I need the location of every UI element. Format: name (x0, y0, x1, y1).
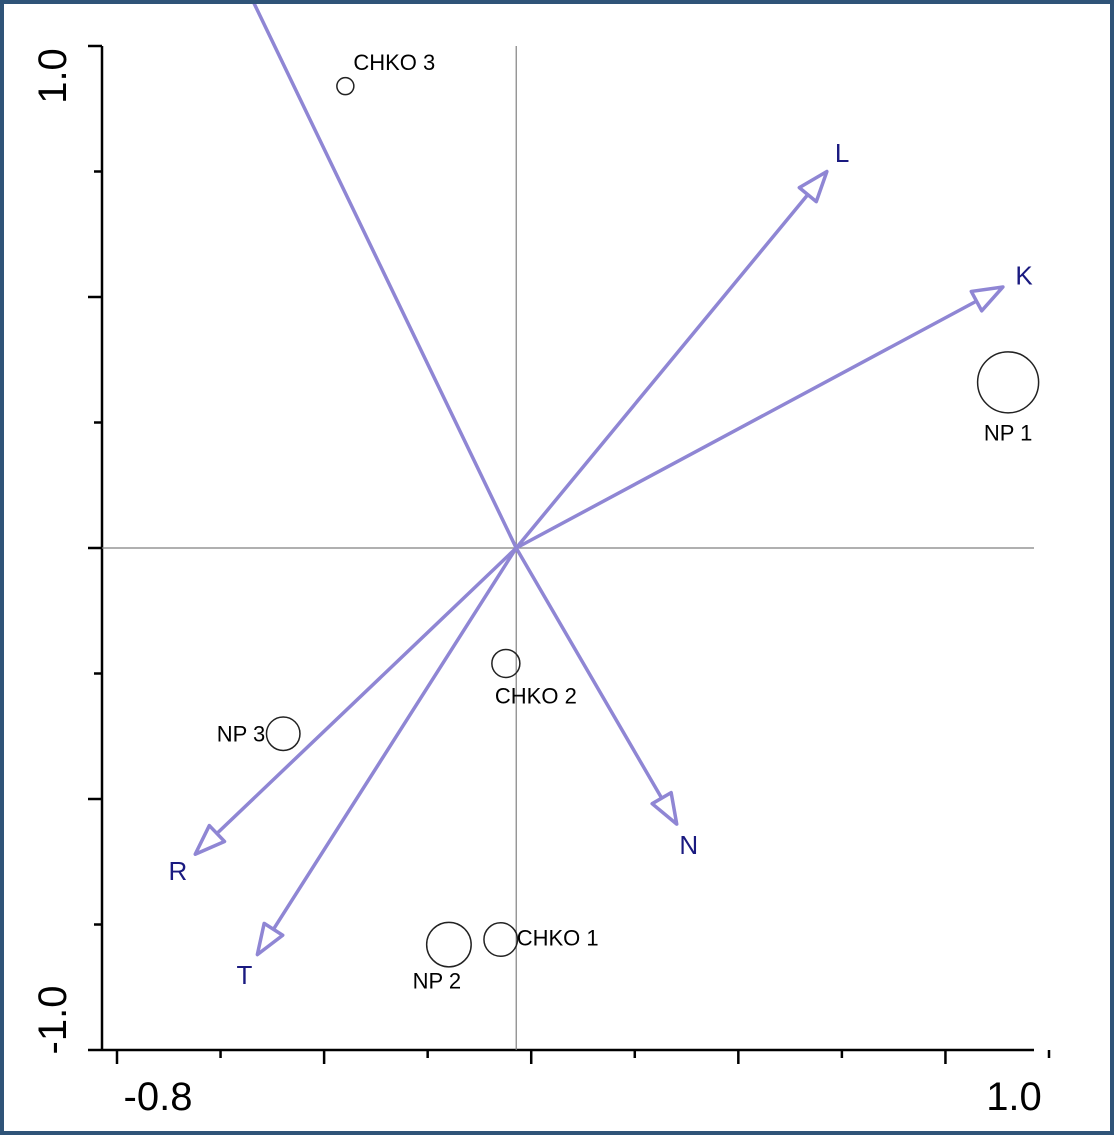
arrow-shaft-r (215, 546, 518, 836)
x-tick-label-min: -0.8 (124, 1075, 193, 1119)
arrow-shaft-t (271, 546, 518, 932)
site-point-chko-2 (491, 648, 521, 679)
site-point-np-1 (976, 351, 1040, 414)
arrow-head-r (193, 823, 227, 856)
arrow-r (193, 546, 518, 856)
y-tick-label-max: 1.0 (31, 48, 75, 104)
site-label-np-1: NP 1 (984, 420, 1033, 445)
arrow-shaft-k (514, 299, 979, 550)
arrow-shaft-f (252, 4, 518, 550)
site-point-np-2 (425, 921, 472, 968)
arrow-n (514, 546, 679, 826)
x-tick-label-max: 1.0 (986, 1075, 1042, 1119)
arrow-shaft-n (514, 546, 664, 800)
y-tick-label-min: -1.0 (31, 986, 75, 1055)
arrow-label-k: K (1015, 261, 1033, 291)
arrow-t (255, 546, 518, 957)
site-label-chko-2: CHKO 2 (495, 683, 577, 708)
site-label-np-3: NP 3 (217, 722, 266, 747)
arrow-head-k (969, 285, 1005, 313)
site-label-chko-3: CHKO 3 (353, 50, 435, 75)
arrow-head-t (255, 921, 285, 957)
arrow-label-r: R (168, 856, 187, 886)
arrow-k (514, 285, 1005, 550)
site-point-np-3 (265, 716, 301, 752)
site-point-chko-3 (336, 76, 355, 96)
arrow-l (514, 169, 829, 550)
arrow-shaft-l (514, 192, 810, 550)
arrow-head-n (650, 790, 679, 826)
arrow-label-n: N (679, 830, 698, 860)
arrow-head-l (797, 169, 829, 204)
site-label-np-2: NP 2 (413, 969, 462, 994)
arrow-f (252, 4, 518, 550)
arrow-label-l: L (835, 138, 849, 168)
site-label-chko-1: CHKO 1 (517, 926, 599, 951)
arrow-label-t: T (236, 960, 252, 990)
site-point-chko-1 (483, 922, 519, 958)
